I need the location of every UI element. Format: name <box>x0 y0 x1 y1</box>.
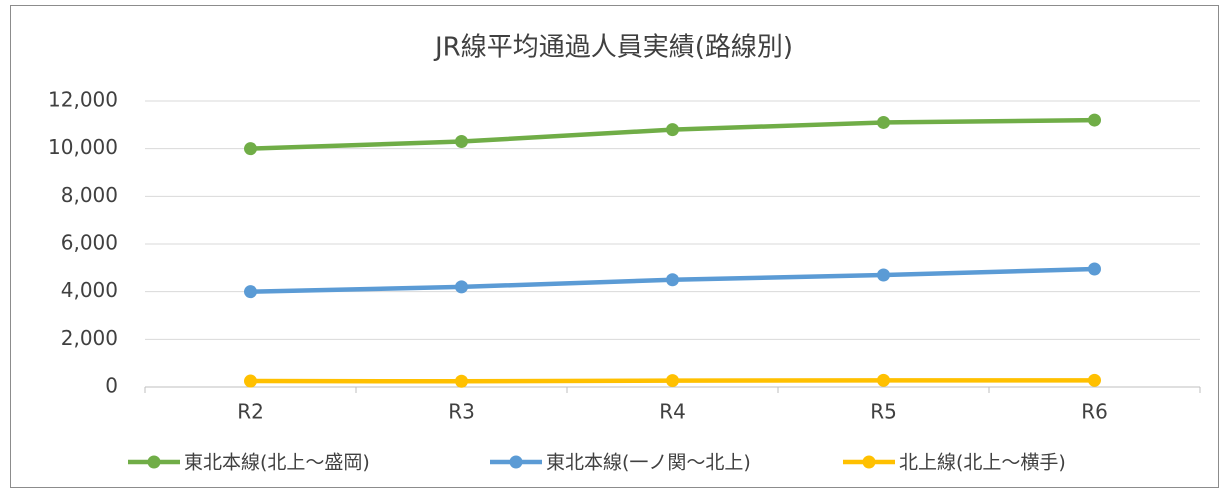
data-point <box>666 123 679 137</box>
data-point <box>877 373 890 387</box>
y-tick-label: 4,000 <box>61 278 118 302</box>
y-tick-label: 12,000 <box>48 88 118 112</box>
data-point <box>455 135 468 149</box>
data-point <box>1088 113 1101 127</box>
data-point <box>877 115 890 129</box>
data-point <box>666 273 679 287</box>
legend-marker <box>509 455 523 469</box>
data-point <box>1088 262 1101 276</box>
y-tick-label: 10,000 <box>48 135 118 159</box>
data-point <box>244 374 257 388</box>
data-point <box>244 142 257 156</box>
chart-title: JR線平均通過人員実績(路線別) <box>433 33 793 63</box>
data-point <box>877 268 890 282</box>
legend-label: 東北本線(北上～盛岡) <box>184 452 370 474</box>
x-tick-label: R3 <box>448 400 475 424</box>
x-tick-label: R6 <box>1081 400 1108 424</box>
legend-label: 東北本線(一ノ関～北上) <box>546 452 751 474</box>
y-tick-label: 6,000 <box>61 231 118 255</box>
legend-label: 北上線(北上～横手) <box>899 452 1066 474</box>
y-tick-label: 0 <box>105 374 118 398</box>
y-tick-label: 8,000 <box>61 183 118 207</box>
chart-frame <box>10 5 1219 488</box>
legend-marker <box>862 455 876 469</box>
x-tick-label: R2 <box>237 400 264 424</box>
data-point <box>455 280 468 294</box>
x-tick-label: R5 <box>870 400 897 424</box>
data-point <box>666 374 679 388</box>
data-point <box>1088 373 1101 387</box>
legend-marker <box>147 455 161 469</box>
y-tick-label: 2,000 <box>61 326 118 350</box>
x-tick-label: R4 <box>659 400 686 424</box>
data-point <box>455 374 468 388</box>
data-point <box>244 285 257 299</box>
